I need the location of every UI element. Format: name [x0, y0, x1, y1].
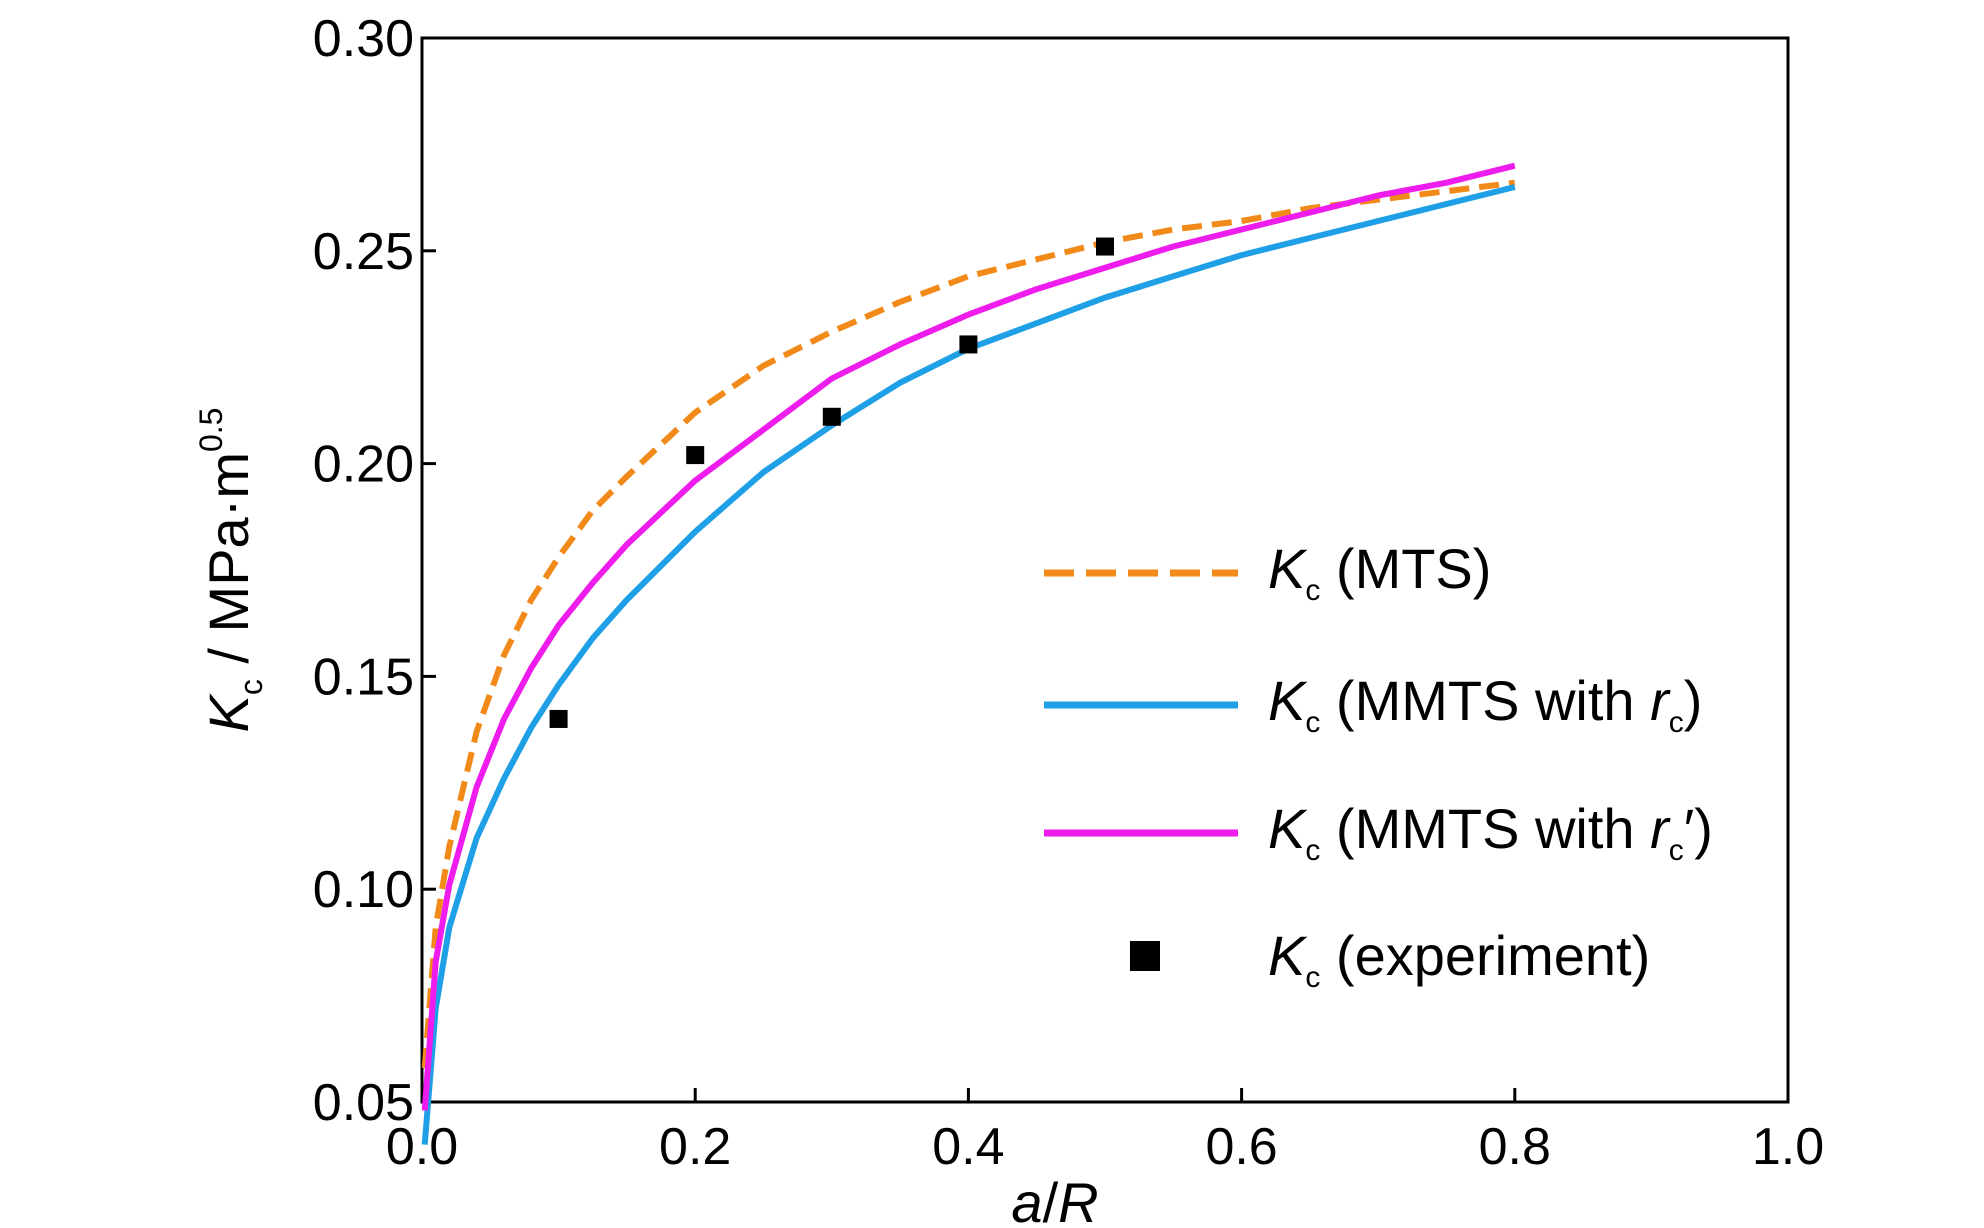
- y-axis-title: Kc / MPa·m0.5: [193, 408, 269, 733]
- y-axis-title-var: K: [197, 692, 260, 732]
- y-tick-label: 0.05: [313, 1074, 414, 1132]
- y-axis-title-unit: / MPa·m: [197, 452, 260, 679]
- series-line-0: [421, 179, 1516, 1069]
- x-tick-label: 0.0: [386, 1118, 458, 1176]
- x-tick-label: 1.0: [1752, 1118, 1824, 1176]
- legend-label-2: Kc (MMTS with rc′): [1268, 797, 1713, 867]
- x-tick-label: 0.4: [932, 1118, 1004, 1176]
- legend-label-1: Kc (MMTS with rc): [1268, 669, 1702, 739]
- y-axis-title-sub: c: [233, 679, 269, 695]
- x-axis-title-var: a: [1011, 1171, 1042, 1228]
- experiment-point: [959, 335, 978, 354]
- experiment-point: [549, 709, 568, 728]
- x-tick-label: 0.8: [1479, 1118, 1551, 1176]
- x-axis-title-slash: /: [1043, 1171, 1059, 1228]
- x-tick-label: 0.2: [659, 1118, 731, 1176]
- experiment-point: [1096, 237, 1114, 256]
- y-tick-label: 0.10: [313, 861, 414, 919]
- experiment-point: [686, 446, 705, 465]
- legend-label-3: Kc (experiment): [1268, 924, 1650, 994]
- legend: Kc (MTS) Kc (MMTS with rc) Kc (MMTS with r…: [1044, 537, 1713, 994]
- x-axis-title: a/R: [1011, 1171, 1098, 1228]
- plot-frame: [420, 36, 1790, 1104]
- series-layer: [421, 162, 1516, 1145]
- x-axis-title-var2: R: [1058, 1171, 1098, 1228]
- legend-symbol-3: [1130, 941, 1160, 971]
- legend-label-0: Kc (MTS): [1268, 537, 1491, 607]
- experiment-point: [822, 407, 841, 426]
- series-line-1: [421, 184, 1516, 1145]
- axis-ticks: 0.0 0.2 0.4 0.6 0.8 1.0 0.05 0.10 0.15 0.20 0.25 0.…: [313, 10, 1824, 1176]
- series-line-2: [421, 162, 1516, 1111]
- y-tick-label: 0.20: [313, 436, 414, 494]
- y-tick-label: 0.30: [313, 10, 414, 68]
- y-tick-label: 0.15: [313, 648, 414, 706]
- y-axis-title-sup: 0.5: [193, 408, 229, 452]
- x-tick-label: 0.6: [1205, 1118, 1277, 1176]
- y-tick-label: 0.25: [313, 223, 414, 281]
